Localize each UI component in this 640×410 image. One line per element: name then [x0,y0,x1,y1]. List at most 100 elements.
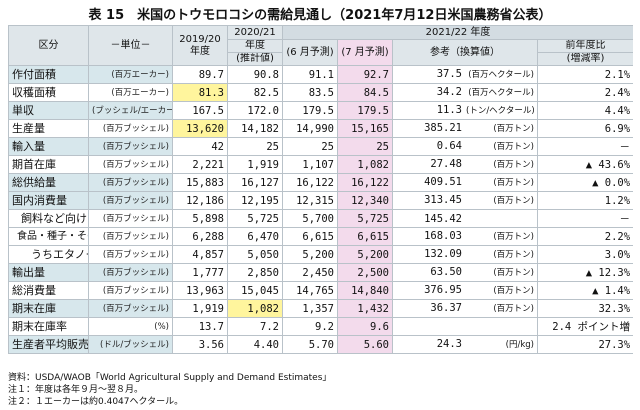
row-unit: (百万ブッシェル) [88,209,173,228]
reference-value: 27.48 [430,158,462,170]
value-june: 1,357 [282,299,338,318]
value-2020: 90.8 [227,65,283,84]
value-2019: 2,221 [172,155,228,174]
header-2019: 2019/20 年度 [172,25,228,66]
value-yoy: 3.0% [536,245,633,264]
row-label: 収穫面積 [8,83,89,102]
reference-unit: (百万トン) [493,178,534,188]
row-label: 作付面積 [8,65,89,84]
value-2019: 4,857 [172,245,228,264]
reference-value: 313.45 [424,194,462,206]
value-2019: 13,620 [172,119,228,138]
value-2020: 5,725 [227,209,283,228]
table-row: 生産量 (百万ブッシェル) 13,620 14,182 14,990 15,165 385.… [8,119,633,138]
value-2019: 42 [172,137,228,156]
reference-cell: 0.64 (百万トン) [392,137,538,156]
value-2020: 82.5 [227,83,283,102]
value-june: 83.5 [282,83,338,102]
row-label: 生産量 [8,119,89,138]
value-june: 5.70 [282,335,338,354]
row-unit: (百万ブッシェル) [88,173,173,192]
reference-cell: 37.5 (百万ヘクタール) [392,65,538,84]
table-row: 食品・種子・その他工業向け(百万ブッシェル)6,2886,4706,6156,6… [8,227,633,246]
reference-cell: 313.45 (百万トン) [392,191,538,210]
reference-cell: 385.21 (百万トン) [392,119,538,138]
row-unit: (百万ブッシェル) [88,119,173,138]
value-june: 1,107 [282,155,338,174]
table-row: 収穫面積 (百万エーカー) 81.3 82.5 83.5 84.5 34.2 (百万ヘクタール… [8,83,633,102]
value-july: 15,165 [337,119,393,138]
reference-value: 132.09 [424,248,462,260]
value-july: 14,840 [337,281,393,300]
reference-cell: 376.95 (百万トン) [392,281,538,300]
reference-value: 63.50 [430,266,462,278]
note-source: 資料：USDA/WAOB「World Agricultural Supply a… [8,373,332,383]
row-label: 期首在庫 [8,155,89,174]
row-unit: (百万ブッシェル) [88,299,173,318]
value-july: 12,340 [337,191,393,210]
row-unit: (ブッシェル/エーカー) [88,101,173,120]
value-2020: 172.0 [227,101,283,120]
table-row: うちエタノール向け(百万ブッシェル)4,8575,0505,2005,20013… [8,245,633,264]
supply-demand-table: 区分 －単位－ 2019/20 年度 2020/21 2021/22 年度 年度… [8,25,633,370]
footnotes: 資料：USDA/WAOB「World Agricultural Supply a… [8,372,331,408]
reference-cell: 11.3 (トン/ヘクタール) [392,101,538,120]
row-label: 生産者平均販売価格 [8,335,89,354]
value-june: 25 [282,137,338,156]
value-july: 5,725 [337,209,393,228]
reference-value: 385.21 [424,122,462,134]
row-label: 期末在庫率 [8,317,89,336]
header-2020-line2: 年度 [227,39,283,53]
value-2019: 15,883 [172,173,228,192]
reference-value: 376.95 [424,284,462,296]
value-june: 14,765 [282,281,338,300]
reference-unit: (百万トン) [493,124,534,134]
header-category: 区分 [8,25,89,66]
value-july: 1,082 [337,155,393,174]
header-2021: 2021/22 年度 [281,25,633,40]
header-row-3: (推計値) (増減率) [9,52,633,66]
reference-unit: (百万トン) [493,268,534,278]
reference-cell: 168.03 (百万トン) [392,227,538,246]
row-unit: (百万ブッシェル) [88,281,173,300]
header-reference: 参考（換算値） [392,39,538,66]
value-yoy: 27.3% [536,335,633,354]
row-unit: (百万エーカー) [88,83,173,102]
header-june-forecast: (6 月予測) [282,39,338,66]
value-june: 9.2 [282,317,338,336]
row-label: 期末在庫 [8,299,89,318]
value-yoy: － [536,209,633,228]
value-july: 179.5 [337,101,393,120]
row-unit: (百万エーカー) [88,65,173,84]
header-july-forecast: (7 月予測) [337,39,393,66]
value-july: 5,200 [337,245,393,264]
value-june: 2,450 [282,263,338,282]
value-yoy: ▲ 0.0% [536,173,633,192]
header-2020-line1: 2020/21 [227,25,283,40]
row-label: 輸入量 [8,137,89,156]
value-2020: 1,919 [227,155,283,174]
value-2020: 2,850 [227,263,283,282]
value-2019: 81.3 [172,83,228,102]
value-june: 179.5 [282,101,338,120]
row-unit: (百万ブッシェル) [88,227,173,246]
reference-cell: 63.50 (百万トン) [392,263,538,282]
reference-value: 37.5 [436,68,462,80]
value-2020: 5,050 [227,245,283,264]
table-row: 作付面積 (百万エーカー) 89.7 90.8 91.1 92.7 37.5 (百万ヘクタール… [8,65,633,84]
value-2019: 12,186 [172,191,228,210]
value-june: 16,122 [282,173,338,192]
value-2019: 3.56 [172,335,228,354]
reference-unit: (百万ヘクタール) [468,88,534,98]
row-unit: (百万ブッシェル) [88,137,173,156]
value-july: 6,615 [337,227,393,246]
value-yoy: 6.9% [536,119,633,138]
reference-value: 24.3 [436,338,462,350]
row-unit: (百万ブッシェル) [88,245,173,264]
row-unit: (ドル/ブッシェル) [88,335,173,354]
value-june: 14,990 [282,119,338,138]
row-unit: (%) [88,317,173,336]
value-yoy: － [536,137,633,156]
value-july: 5.60 [337,335,393,354]
reference-cell [392,317,538,336]
